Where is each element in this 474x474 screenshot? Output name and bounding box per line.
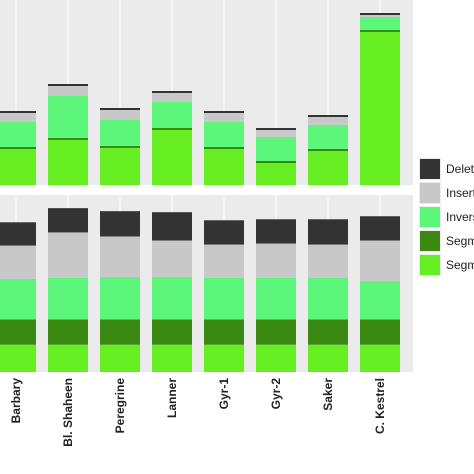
bar-segment: [360, 319, 400, 345]
bar-segment: [152, 128, 192, 130]
bar-segment: [360, 17, 400, 30]
bar-segment: [308, 244, 348, 278]
bar-segment: [152, 102, 192, 128]
bar-segment: [308, 117, 348, 125]
bar-segment: [152, 93, 192, 102]
bar-segment: [360, 30, 400, 32]
bar-segment: [100, 236, 140, 277]
bar-segment: [204, 149, 244, 185]
bar-segment: [100, 344, 140, 372]
bar-segment: [0, 111, 36, 113]
bar-segment: [308, 344, 348, 372]
x-tick-label: Barbary: [9, 378, 23, 424]
bar-segment: [256, 137, 296, 161]
legend-swatch: [420, 207, 440, 227]
x-tick-label: Gyr-2: [269, 378, 283, 410]
bar-segment: [48, 96, 88, 138]
bar-segment: [152, 319, 192, 345]
legend-label: Insert: [446, 186, 474, 200]
bar-segment: [204, 220, 244, 245]
bar-segment: [308, 319, 348, 345]
bar-segment: [256, 163, 296, 185]
bar-segment: [360, 240, 400, 281]
bar-segment: [48, 277, 88, 320]
bar-segment: [256, 277, 296, 320]
bar-segment: [204, 113, 244, 122]
bar-segment: [360, 13, 400, 15]
legend-label: Invers: [446, 210, 474, 224]
bar-segment: [100, 120, 140, 146]
legend-label: Segm: [446, 234, 474, 248]
bar-segment: [360, 280, 400, 320]
bar-segment: [152, 91, 192, 93]
bar-segment: [0, 147, 36, 149]
bar-segment: [256, 161, 296, 163]
bar-segment: [0, 344, 36, 372]
bar-segment: [100, 276, 140, 320]
bar-segment: [48, 319, 88, 345]
bar-segment: [308, 149, 348, 151]
bar-segment: [152, 130, 192, 185]
bar-segment: [152, 240, 192, 277]
bar-segment: [256, 130, 296, 137]
bar-segment: [308, 151, 348, 185]
bar-segment: [48, 232, 88, 278]
bar-segment: [100, 319, 140, 345]
bar-segment: [100, 110, 140, 120]
bar-segment: [100, 108, 140, 110]
bar-segment: [100, 211, 140, 237]
bar-segment: [256, 128, 296, 130]
bar-segment: [308, 219, 348, 245]
bar-segment: [48, 138, 88, 140]
bar-segment: [204, 319, 244, 345]
x-tick-label: Lanner: [165, 378, 179, 418]
bar-segment: [48, 344, 88, 372]
bar-segment: [48, 140, 88, 185]
bar-segment: [256, 319, 296, 345]
bar-segment: [100, 148, 140, 185]
bar-segment: [48, 208, 88, 233]
x-tick-label: Peregrine: [113, 378, 127, 434]
bar-segment: [308, 115, 348, 117]
legend-swatch: [420, 231, 440, 251]
bar-segment: [152, 212, 192, 241]
bar-segment: [360, 15, 400, 17]
legend-label: Delet: [446, 162, 474, 176]
bar-segment: [0, 113, 36, 122]
bar-segment: [204, 277, 244, 320]
x-tick-label: Gyr-1: [217, 378, 231, 410]
bar-segment: [0, 149, 36, 185]
bar-segment: [100, 146, 140, 148]
bar-segment: [152, 344, 192, 372]
bar-segment: [0, 122, 36, 147]
x-tick-label: C. Kestrel: [373, 378, 387, 434]
bar-segment: [256, 344, 296, 372]
legend-swatch: [420, 255, 440, 275]
legend-swatch: [420, 159, 440, 179]
bar-segment: [0, 278, 36, 320]
bar-segment: [360, 216, 400, 241]
bar-segment: [0, 319, 36, 345]
x-tick-label: Bl. Shaheen: [61, 378, 75, 447]
legend-swatch: [420, 183, 440, 203]
bar-segment: [204, 344, 244, 372]
x-tick-label: Saker: [321, 378, 335, 411]
bar-segment: [204, 111, 244, 113]
bar-segment: [204, 244, 244, 278]
bar-segment: [360, 344, 400, 372]
bar-segment: [308, 125, 348, 149]
bar-segment: [152, 276, 192, 320]
bar-segment: [256, 219, 296, 244]
bar-segment: [360, 32, 400, 185]
bar-segment: [48, 86, 88, 96]
bar-segment: [0, 245, 36, 279]
legend-label: Segm: [446, 258, 474, 272]
bar-segment: [204, 122, 244, 147]
bar-segment: [0, 222, 36, 246]
bar-segment: [204, 147, 244, 149]
bar-segment: [308, 277, 348, 320]
bar-segment: [48, 84, 88, 86]
bar-segment: [256, 243, 296, 278]
